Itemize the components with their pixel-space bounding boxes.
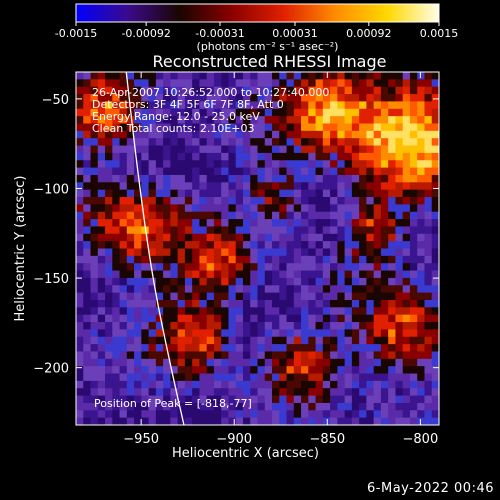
colorbar-gradient (75, 3, 440, 23)
colorbar-tick-label: -0.00092 (121, 27, 170, 40)
x-tick-label: −850 (309, 432, 345, 447)
x-axis: −950 −900 −850 −800 (123, 72, 438, 447)
generation-date: 6-May-2022 00:46 (367, 481, 494, 496)
colorbar-tick-label: -0.00031 (195, 27, 244, 40)
chart-title: Reconstructed RHESSI Image (153, 52, 387, 71)
x-axis-label: Heliocentric X (arcsec) (172, 446, 319, 461)
colorbar: -0.0015 -0.00092 -0.00031 0.00031 0.00092 0.0… (55, 3, 459, 53)
solar-limb-curve (125, 72, 185, 425)
heatmap-image (76, 72, 439, 425)
y-tick-label: −150 (33, 272, 69, 287)
y-tick-label: −200 (33, 362, 69, 377)
x-tick-label: −950 (123, 432, 159, 447)
y-tick-label: −50 (42, 93, 69, 108)
colorbar-tick-label: -0.0015 (55, 27, 97, 40)
colorbar-tick-label: 0.00031 (272, 27, 318, 40)
y-axis: −50 −100 −150 −200 (33, 93, 439, 377)
y-axis-label: Heliocentric Y (arcsec) (13, 176, 28, 322)
annotation-line: Clean Total counts: 2.10E+03 (92, 122, 255, 135)
observation-annotations: 26-Apr-2007 10:26:52.000 to 10:27:40.000… (92, 86, 329, 135)
plot-frame (75, 71, 440, 426)
y-tick-label: −100 (33, 182, 69, 197)
x-tick-label: −800 (403, 432, 439, 447)
annotation-line: Detectors: 3F 4F 5F 6F 7F 8F, Att 0 (92, 98, 284, 111)
colorbar-tick-label: 0.0015 (420, 27, 459, 40)
colorbar-unit-label: (photons cm⁻² s⁻¹ asec⁻²) (197, 40, 339, 53)
peak-position-label: Position of Peak = [-818,-77] (94, 397, 252, 410)
annotation-line: 26-Apr-2007 10:26:52.000 to 10:27:40.000 (92, 86, 329, 99)
colorbar-tick-label: 0.00092 (346, 27, 392, 40)
annotation-line: Energy Range: 12.0 - 25.0 keV (92, 110, 260, 123)
x-tick-label: −900 (216, 432, 252, 447)
